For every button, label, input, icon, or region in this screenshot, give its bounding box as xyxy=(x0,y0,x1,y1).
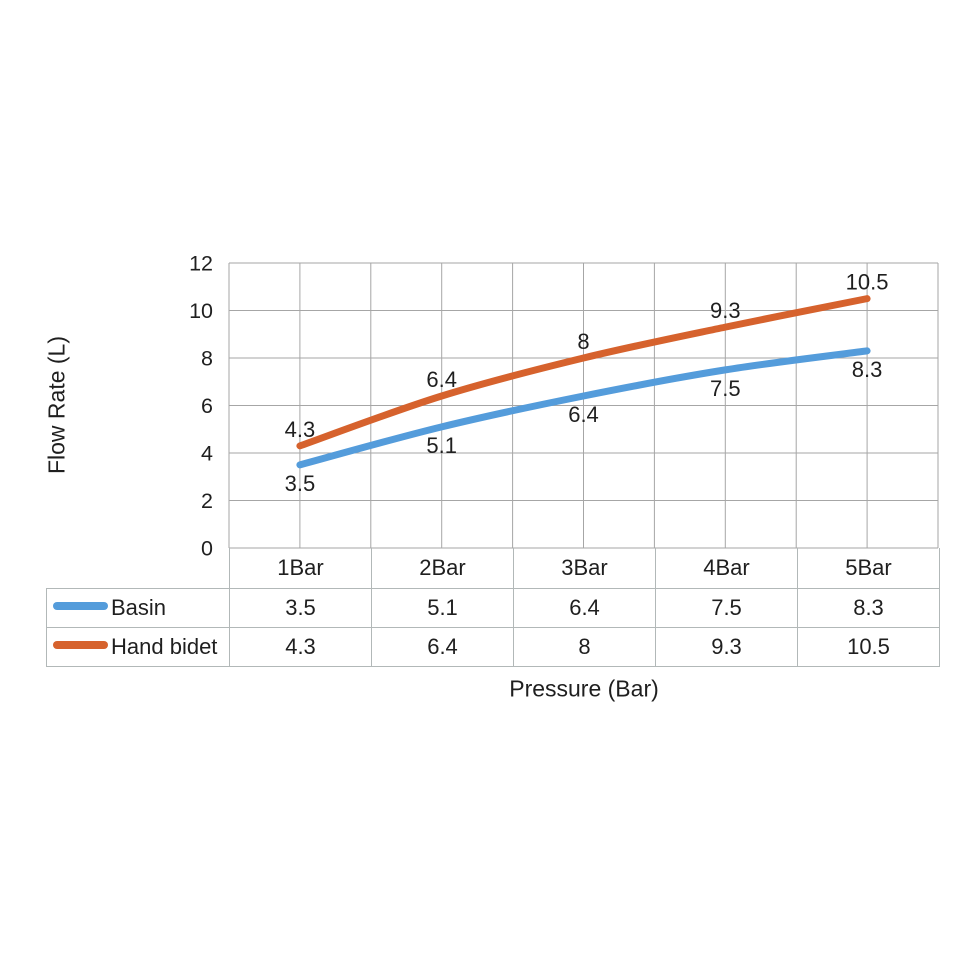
y-tick-label: 2 xyxy=(201,489,213,513)
data-label-basin: 7.5 xyxy=(710,376,741,401)
value-cell-hand-bidet: 4.3 xyxy=(229,626,372,667)
value-cell-hand-bidet: 8 xyxy=(513,626,656,667)
category-header-cell: 4Bar xyxy=(655,548,798,589)
category-header-cell: 3Bar xyxy=(513,548,656,589)
series-line-basin xyxy=(296,347,871,469)
y-tick-label: 6 xyxy=(201,394,213,418)
table-row-basin: Basin 3.5 5.1 6.4 7.5 8.3 xyxy=(46,587,940,628)
data-label-basin: 6.4 xyxy=(568,402,599,427)
y-tick-label: 8 xyxy=(201,347,213,371)
data-label-basin: 5.1 xyxy=(426,433,457,458)
data-label-hand-bidet: 4.3 xyxy=(285,417,316,442)
table-row-hand-bidet: Hand bidet 4.3 6.4 8 9.3 10.5 xyxy=(46,626,940,667)
x-axis-title: Pressure (Bar) xyxy=(509,675,659,702)
category-header-cell: 5Bar xyxy=(797,548,940,589)
value-cell-basin: 6.4 xyxy=(513,587,656,628)
y-tick-label: 12 xyxy=(189,252,213,276)
series-name-cell: Hand bidet xyxy=(46,626,230,667)
value-cell-basin: 7.5 xyxy=(655,587,798,628)
data-label-hand-bidet: 8 xyxy=(577,329,589,354)
chart-data-table: 1Bar 2Bar 3Bar 4Bar 5Bar Basin 3.5 5.1 6.4 7.5 8.3… xyxy=(46,548,940,667)
data-label-hand-bidet: 10.5 xyxy=(846,270,889,295)
series-name-label: Hand bidet xyxy=(111,634,218,660)
series-line-hand-bidet xyxy=(296,295,871,450)
data-label-basin: 3.5 xyxy=(285,471,316,496)
data-label-basin: 8.3 xyxy=(852,357,883,382)
plot-area: 0 2 4 6 8 10 12 3.5 5.1 6.4 7.5 8.3 4.3 6.4 8 9.3 10.5 xyxy=(189,252,939,561)
value-cell-hand-bidet: 9.3 xyxy=(655,626,798,667)
series-name-cell: Basin xyxy=(46,587,230,628)
category-header-cell: 2Bar xyxy=(371,548,514,589)
y-tick-label: 10 xyxy=(189,299,213,323)
y-axis-title: Flow Rate (L) xyxy=(43,335,70,475)
data-label-hand-bidet: 9.3 xyxy=(710,298,741,323)
category-header-cell: 1Bar xyxy=(229,548,372,589)
legend-key-hand-bidet xyxy=(53,641,108,650)
data-label-hand-bidet: 6.4 xyxy=(426,367,457,392)
legend-key-basin xyxy=(53,602,108,611)
y-tick-label: 0 xyxy=(201,537,213,561)
value-cell-basin: 3.5 xyxy=(229,587,372,628)
value-cell-hand-bidet: 10.5 xyxy=(797,626,940,667)
value-cell-hand-bidet: 6.4 xyxy=(371,626,514,667)
y-tick-label: 4 xyxy=(201,442,213,466)
series-name-label: Basin xyxy=(111,595,167,621)
value-cell-basin: 5.1 xyxy=(371,587,514,628)
table-corner-spacer xyxy=(47,548,230,588)
value-cell-basin: 8.3 xyxy=(797,587,940,628)
